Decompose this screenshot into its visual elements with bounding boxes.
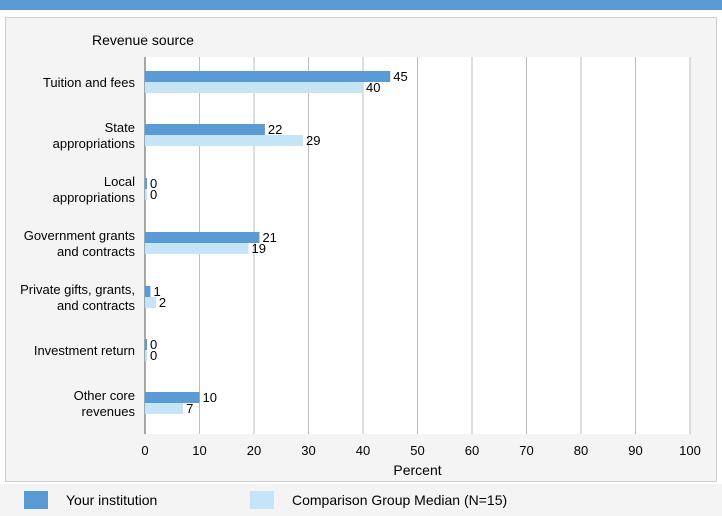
x-tick-label: 90 — [628, 443, 642, 458]
bar-comparison — [145, 82, 363, 93]
category-label: Other core — [74, 388, 135, 403]
data-label-institution: 45 — [393, 69, 407, 84]
legend-item-comparison: Comparison Group Median (N=15) — [250, 484, 507, 516]
x-tick-label: 50 — [410, 443, 424, 458]
x-tick-label: 0 — [141, 443, 148, 458]
x-tick-label: 40 — [356, 443, 370, 458]
data-label-institution: 0 — [150, 337, 157, 352]
data-label-institution: 1 — [153, 284, 160, 299]
data-label-institution: 21 — [262, 230, 276, 245]
category-label: appropriations — [53, 190, 136, 205]
x-axis-title: Percent — [393, 462, 441, 478]
category-label: State — [105, 120, 135, 135]
category-label: Tuition and fees — [43, 75, 136, 90]
bar-institution — [145, 339, 147, 350]
bar-comparison — [145, 189, 147, 200]
category-label: Investment return — [34, 343, 135, 358]
bar-comparison — [145, 135, 304, 146]
chart-legend: Your institution Comparison Group Median… — [0, 484, 722, 516]
bar-institution — [145, 392, 200, 403]
bar-institution — [145, 71, 391, 82]
data-label-comparison: 19 — [252, 241, 266, 256]
category-label: and contracts — [57, 244, 136, 259]
x-tick-label: 20 — [247, 443, 261, 458]
data-label-comparison: 2 — [159, 295, 166, 310]
bar-comparison — [145, 350, 147, 361]
bar-institution — [145, 286, 151, 297]
data-label-institution: 22 — [268, 122, 282, 137]
bar-comparison — [145, 243, 249, 254]
bar-institution — [145, 232, 260, 243]
x-tick-label: 30 — [301, 443, 315, 458]
data-label-comparison: 0 — [150, 187, 157, 202]
category-label: Government grants — [24, 228, 136, 243]
legend-label-comparison: Comparison Group Median (N=15) — [292, 492, 508, 508]
category-axis-title: Revenue source — [92, 32, 194, 48]
legend-swatch-institution — [24, 491, 48, 509]
bar-comparison — [145, 403, 184, 414]
category-label: and contracts — [57, 298, 136, 313]
legend-item-institution: Your institution — [24, 484, 157, 516]
legend-swatch-comparison — [250, 491, 274, 509]
bar-institution — [145, 178, 147, 189]
data-label-institution: 10 — [203, 390, 217, 405]
top-accent-bar — [0, 0, 722, 10]
x-tick-label: 80 — [574, 443, 588, 458]
data-label-comparison: 7 — [186, 401, 193, 416]
x-tick-label: 100 — [679, 443, 701, 458]
data-label-comparison: 40 — [366, 80, 380, 95]
legend-label-institution: Your institution — [66, 492, 158, 508]
data-label-comparison: 0 — [150, 348, 157, 363]
bar-comparison — [145, 297, 156, 308]
x-tick-label: 60 — [465, 443, 479, 458]
x-tick-label: 70 — [519, 443, 533, 458]
category-label: revenues — [82, 404, 136, 419]
data-label-comparison: 29 — [306, 133, 320, 148]
category-label: Local — [104, 174, 135, 189]
x-tick-label: 10 — [192, 443, 206, 458]
category-label: appropriations — [53, 136, 136, 151]
bar-institution — [145, 124, 265, 135]
data-label-institution: 0 — [150, 176, 157, 191]
category-label: Private gifts, grants, — [20, 282, 135, 297]
